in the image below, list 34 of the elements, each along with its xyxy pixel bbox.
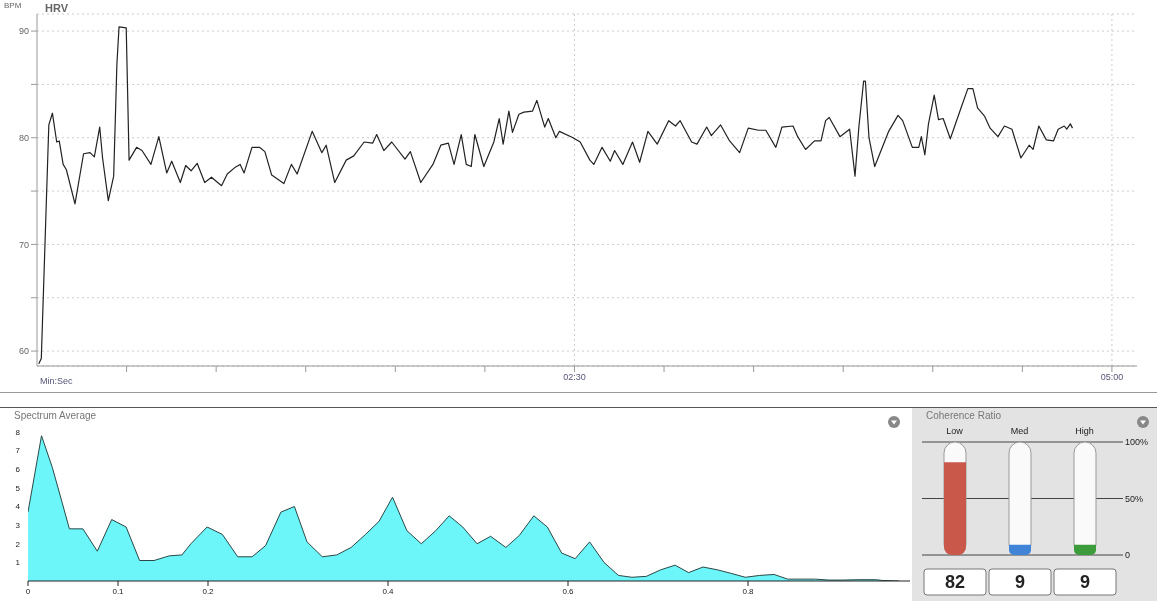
x-tick-label: 05:00 [1100, 372, 1124, 383]
x-tick-label: Med [1010, 426, 1029, 436]
y-tick-label: 7 [15, 446, 21, 456]
x-tick-label: 0.6 [562, 586, 575, 596]
data-label: 82 [944, 572, 966, 592]
chart-title: Coherence Ratio [926, 410, 1002, 421]
y-tick-label: 8 [15, 427, 21, 437]
x-tick-label: 0.1 [112, 586, 125, 596]
y-tick-label: 70 [18, 239, 29, 250]
line-series [38, 26, 1074, 365]
y-tick-label: 2 [15, 539, 21, 549]
data-label: 9 [1079, 572, 1091, 592]
data-label: 9 [1014, 572, 1026, 592]
y-tick-label: 50% [1125, 493, 1144, 504]
x-tick-label: 0.4 [382, 586, 395, 596]
y-tick-label: 80 [18, 132, 29, 143]
x-tick-label: 0.8 [742, 586, 755, 596]
y-tick-label: 4 [15, 502, 21, 512]
y-tick-label: 1 [15, 558, 21, 568]
y-tick-label: 3 [15, 520, 21, 530]
x-tick-label: High [1075, 426, 1094, 436]
x-tick-label: 02:30 [563, 372, 586, 383]
y-tick-label: 6 [15, 465, 21, 475]
y-tick-label: 60 [18, 346, 29, 357]
x-axis-title: Min:Sec [40, 376, 73, 386]
x-tick-label: 0.2 [202, 586, 215, 596]
x-tick-label: Low [946, 426, 964, 436]
y-tick-label: 100% [1125, 437, 1149, 448]
chart-title: Spectrum Average [14, 410, 97, 421]
chart-title: HRV [45, 2, 69, 14]
y-tick-label: 0 [1125, 550, 1131, 561]
y-axis-title: BPM [4, 1, 22, 10]
y-tick-label: 5 [15, 483, 21, 493]
y-tick-label: 90 [18, 26, 29, 37]
